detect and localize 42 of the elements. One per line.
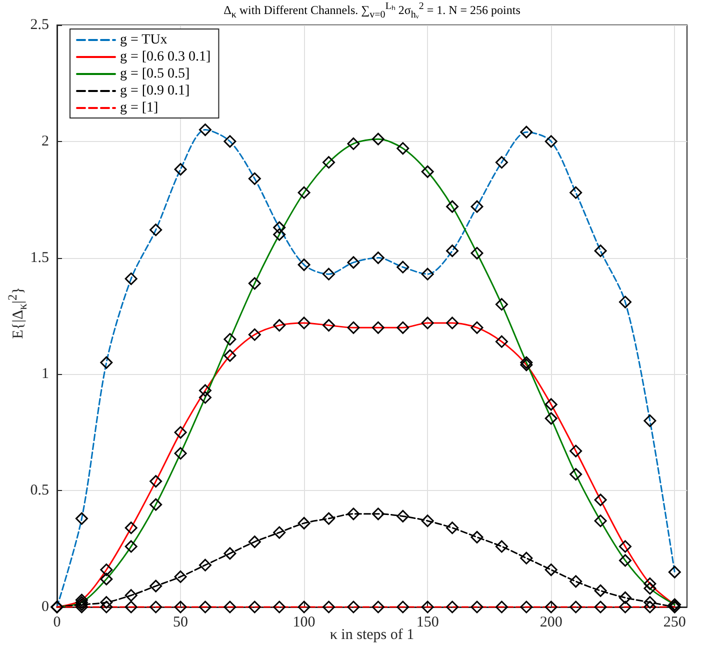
point [100,596,113,609]
point [594,584,607,597]
point [520,552,533,564]
y-tick-label: 2 [42,133,49,150]
point [470,530,484,544]
point [618,591,632,604]
legend-label: g = [1] [120,100,158,116]
y-tick-label: 1.5 [30,250,49,266]
point [150,580,162,592]
y-tick-label: 0.5 [30,482,49,499]
y-tick-label: 2.5 [30,17,49,33]
x-tick-label: 200 [540,614,562,630]
point [644,596,656,609]
point [273,526,286,539]
point [224,547,236,560]
legend-label: g = [0.9 0.1] [120,84,190,98]
x-tick-label: 250 [663,614,686,630]
point [198,558,212,572]
point [570,575,582,588]
point [298,516,310,530]
point [322,512,336,525]
point [347,508,360,520]
x-axis-title: κ in steps of 1 [330,627,414,643]
y-tick-label: 1 [42,366,49,382]
point [396,510,410,522]
x-tick-label: 150 [416,614,439,630]
legend-label: g = [0.6 0.3 0.1] [120,50,211,64]
point [421,514,434,528]
x-tick-label: 100 [292,614,316,630]
point [544,564,558,576]
point [495,540,508,553]
point [248,536,261,548]
y-tick-label: 0 [42,599,49,615]
point [372,508,384,520]
legend-label: g = TUx [120,32,168,48]
point [124,589,138,602]
x-tick-label: 0 [53,614,61,630]
x-tick-label: 50 [173,614,188,630]
point [446,522,459,534]
legend-label: g = [0.5 0.5] [120,66,190,82]
chart-title: Δ$_{κ}$ with Different Channels. ∑$_{v=0}$$^{Lₕ}$ 2σ$_{hᵥ}$$^{2}$ = 1. N = 256 points [224,1,520,20]
point [174,570,187,583]
